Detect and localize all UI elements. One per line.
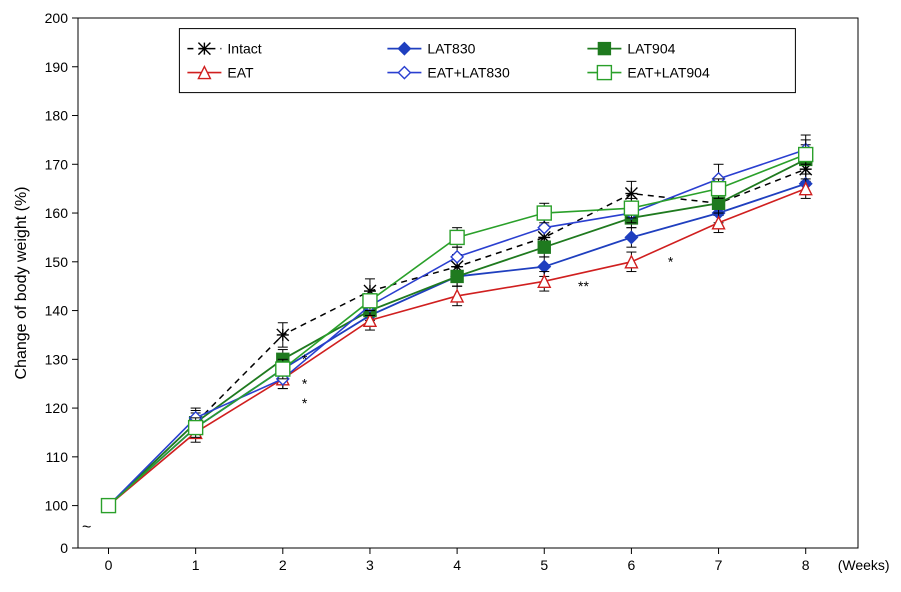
svg-text:160: 160 — [45, 205, 69, 221]
svg-text:0: 0 — [105, 557, 113, 573]
svg-text:2: 2 — [279, 557, 287, 573]
series-intact — [103, 157, 812, 512]
body-weight-chart: 0100110120130140150160170180190200~Chang… — [0, 0, 901, 592]
svg-text:0: 0 — [60, 540, 68, 556]
svg-text:140: 140 — [45, 303, 69, 319]
svg-text:7: 7 — [715, 557, 723, 573]
legend: Intact LAT830 LAT904 EAT EAT+LAT830 EAT+LAT90… — [179, 29, 795, 93]
svg-text:170: 170 — [45, 156, 69, 172]
sig-annotation: * — [302, 351, 308, 367]
svg-text:190: 190 — [45, 59, 69, 75]
sig-annotation: * — [302, 395, 308, 411]
svg-text:4: 4 — [453, 557, 461, 573]
legend-label: Intact — [227, 41, 261, 57]
x-axis-label: (Weeks) — [838, 557, 890, 573]
sig-annotation: * — [668, 254, 674, 270]
svg-text:120: 120 — [45, 400, 69, 416]
legend-label: EAT — [227, 65, 254, 81]
svg-text:150: 150 — [45, 254, 69, 270]
series-lat830 — [103, 174, 812, 512]
series-eat-lat904 — [102, 140, 813, 513]
legend-label: EAT+LAT904 — [627, 65, 710, 81]
svg-text:130: 130 — [45, 351, 69, 367]
svg-text:6: 6 — [628, 557, 636, 573]
svg-text:180: 180 — [45, 108, 69, 124]
svg-text:100: 100 — [45, 498, 69, 514]
svg-text:8: 8 — [802, 557, 810, 573]
svg-text:3: 3 — [366, 557, 374, 573]
svg-text:200: 200 — [45, 10, 69, 26]
legend-label: LAT830 — [427, 41, 475, 57]
legend-label: LAT904 — [627, 41, 675, 57]
svg-text:1: 1 — [192, 557, 200, 573]
svg-text:5: 5 — [540, 557, 548, 573]
sig-annotation: ** — [578, 278, 589, 294]
legend-label: EAT+LAT830 — [427, 65, 510, 81]
y-axis-label: Change of body weight (%) — [13, 187, 30, 380]
svg-text:~: ~ — [82, 519, 91, 536]
svg-text:110: 110 — [46, 449, 69, 465]
sig-annotation: * — [302, 376, 308, 392]
series-lat904 — [103, 145, 812, 512]
